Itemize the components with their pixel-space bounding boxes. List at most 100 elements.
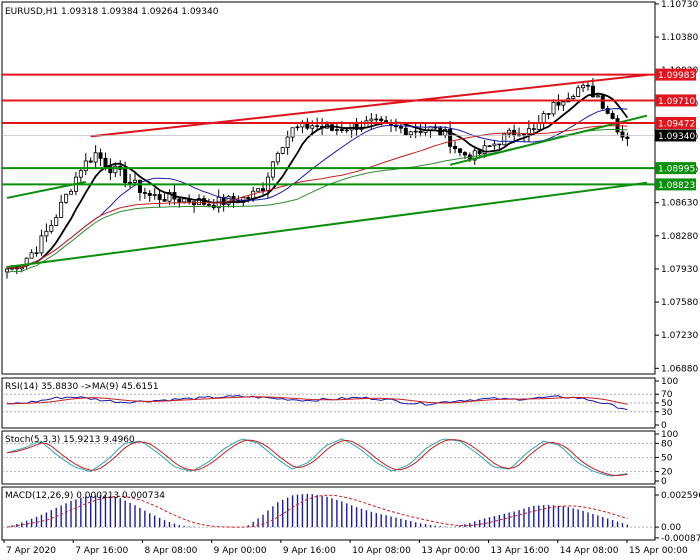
rsi-tick-label: 50 <box>661 399 673 409</box>
candle-body <box>605 107 610 114</box>
rsi-panel <box>2 393 655 413</box>
candle-body <box>403 127 408 136</box>
resistance-trendline <box>90 73 648 138</box>
candle-body <box>408 131 413 136</box>
rsi-line <box>6 394 628 411</box>
price-tag <box>655 116 696 129</box>
candle-body <box>576 87 581 97</box>
candle-body <box>374 118 379 121</box>
time-tick-label: 13 Apr 16:00 <box>491 546 550 556</box>
candle-body <box>497 143 502 146</box>
rsi-signal-line <box>6 396 628 405</box>
candle-body <box>54 217 59 226</box>
candle-body <box>492 143 497 147</box>
candle-body <box>310 125 315 129</box>
candle-body <box>477 150 482 155</box>
macd-tick-label: -0.000872 <box>661 534 700 544</box>
candle-body <box>625 136 630 139</box>
candle-body <box>615 118 620 133</box>
stoch-title: Stoch(5,3,3) 15.9213 9.4960 <box>5 435 135 445</box>
time-tick-label: 14 Apr 08:00 <box>560 546 619 556</box>
price-tag-label: 1.09983 <box>658 71 695 81</box>
candle-body <box>44 230 49 237</box>
rsi-title: RSI(14) 35.8830 ->MA(9) 45.6151 <box>5 382 159 392</box>
candle-body <box>364 120 369 128</box>
candle-body <box>344 129 349 132</box>
candle-body <box>275 152 280 163</box>
candle-body <box>34 252 39 254</box>
candle-body <box>133 179 138 183</box>
ma-mid-line <box>6 108 628 270</box>
stoch-tick-label: 50 <box>661 454 673 464</box>
price-tick-label: 1.08280 <box>661 232 698 242</box>
rsi-tick-label: 30 <box>661 408 673 418</box>
candle-body <box>521 133 526 136</box>
price-tag-label: 1.09340 <box>658 132 695 142</box>
candle-body <box>98 152 103 159</box>
price-panel <box>2 73 655 279</box>
price-tag-label: 1.08995 <box>658 165 695 175</box>
candle-body <box>152 194 157 196</box>
candle-body <box>462 152 467 156</box>
candle-body <box>295 126 300 129</box>
price-tick-label: 1.10730 <box>661 0 698 10</box>
candle-body <box>177 198 182 203</box>
stoch-panel <box>2 438 655 477</box>
price-tick-label: 1.07230 <box>661 331 698 341</box>
candle-body <box>546 113 551 115</box>
support-trendline <box>6 181 648 269</box>
candle-body <box>482 145 487 155</box>
stoch-signal-line <box>6 439 628 477</box>
candle-body <box>206 203 211 206</box>
candle-body <box>526 128 531 135</box>
candle-body <box>487 145 492 147</box>
candle-body <box>369 118 374 122</box>
axis-layer: 1.107301.103801.100301.096801.093301.089… <box>3 0 700 556</box>
candle-body <box>600 95 605 109</box>
ma-fast-line <box>6 92 629 270</box>
candle-body <box>128 182 133 184</box>
candle-body <box>5 268 10 273</box>
candle-body <box>83 160 88 172</box>
candle-body <box>290 127 295 138</box>
candle-body <box>551 101 556 115</box>
candle-body <box>113 165 118 174</box>
candle-body <box>256 188 261 192</box>
chart-header-ohlc: 1.09318 1.09384 1.09264 1.09340 <box>61 7 219 17</box>
time-tick-label: 15 Apr 00:00 <box>629 546 688 556</box>
candle-body <box>339 129 344 131</box>
rsi-tick-label: 100 <box>661 377 678 387</box>
candle-body <box>167 192 172 202</box>
candle-body <box>379 118 384 122</box>
candle-body <box>457 148 462 153</box>
candle-body <box>261 188 266 192</box>
candle-body <box>78 170 83 178</box>
candle-body <box>142 192 147 194</box>
price-tag-label: 1.09710 <box>658 97 695 107</box>
price-tag <box>655 94 696 107</box>
time-tick-label: 10 Apr 08:00 <box>352 546 411 556</box>
macd-tick-label: 0.002596 <box>661 491 700 501</box>
panel-frame <box>1 486 656 541</box>
price-tag <box>655 129 696 142</box>
candle-body <box>398 126 403 129</box>
macd-tick-label: 0.00 <box>661 523 681 533</box>
rsi-tick-label: 70 <box>661 390 673 400</box>
ma-slow-red-line <box>6 125 628 270</box>
price-tick-label: 1.08630 <box>661 199 698 209</box>
candle-body <box>147 193 152 196</box>
candle-body <box>270 161 275 178</box>
candle-body <box>162 199 167 202</box>
candle-body <box>590 85 595 98</box>
candle-body <box>531 128 536 130</box>
candle-body <box>610 112 615 119</box>
candle-body <box>69 190 74 195</box>
candle-body <box>571 96 576 99</box>
candle-body <box>157 194 162 200</box>
stoch-tick-label: 100 <box>661 430 678 440</box>
time-tick-label: 8 Apr 08:00 <box>144 546 197 556</box>
time-tick-label: 13 Apr 00:00 <box>421 546 480 556</box>
rsi-tick-label: 0 <box>661 421 667 431</box>
